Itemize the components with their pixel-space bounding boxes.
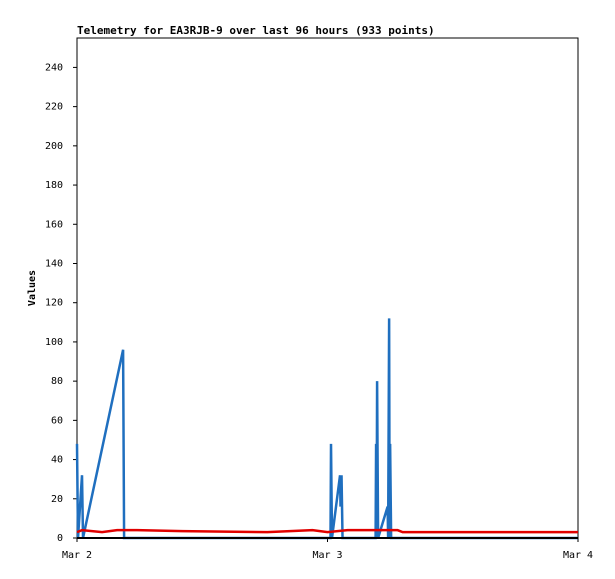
x-tick-label: Mar 4	[563, 550, 593, 561]
y-tick-label: 160	[45, 219, 63, 230]
x-tick-label: Mar 2	[62, 550, 92, 561]
y-tick-label: 240	[45, 62, 63, 73]
y-tick-label: 40	[51, 455, 63, 466]
series-line	[76, 528, 578, 534]
chart-title: Telemetry for EA3RJB-9 over last 96 hour…	[77, 24, 435, 37]
y-tick-label: 60	[51, 415, 63, 426]
y-tick-label: 100	[45, 337, 63, 348]
y-tick-label: 220	[45, 102, 63, 113]
y-tick-label: 0	[57, 533, 63, 544]
y-axis-label: Values	[27, 270, 38, 306]
y-tick-label: 80	[51, 376, 63, 387]
y-tick-label: 200	[45, 141, 63, 152]
y-tick-label: 20	[51, 494, 63, 505]
y-tick-label: 120	[45, 298, 63, 309]
plot-frame	[76, 37, 579, 539]
y-tick-label: 140	[45, 258, 63, 269]
y-tick-label: 180	[45, 180, 63, 191]
x-tick-label: Mar 3	[312, 550, 342, 561]
